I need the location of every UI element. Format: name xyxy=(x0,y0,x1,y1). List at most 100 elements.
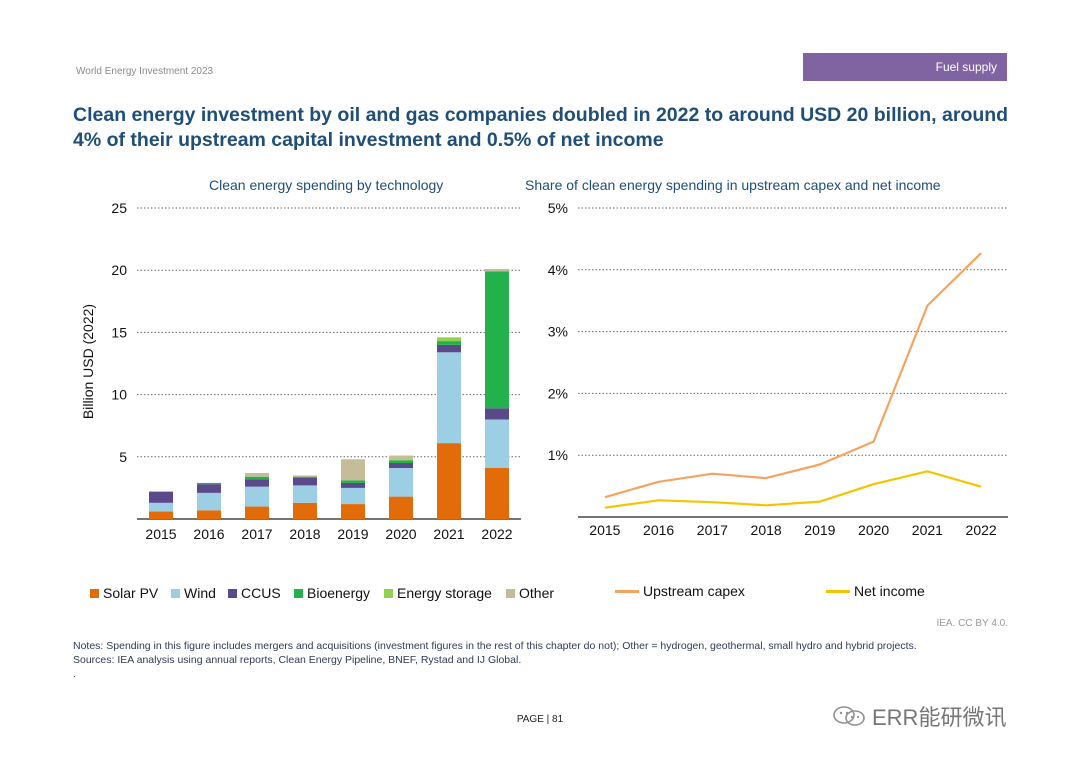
legend-wind-swatch xyxy=(171,588,180,598)
trailing-dot: . xyxy=(73,669,76,680)
bar-x-tick-label: 2020 xyxy=(385,526,416,542)
report-name: World Energy Investment 2023 xyxy=(76,66,214,77)
legend-bioenergy-label: Bioenergy xyxy=(307,585,371,601)
legend-income-swatch xyxy=(826,589,850,593)
line-y-tick-label: 4% xyxy=(548,262,568,278)
legend-wind-label: Wind xyxy=(184,585,216,601)
bar-x-tick-label: 2016 xyxy=(193,526,224,542)
bar-y-axis-label: Billion USD (2022) xyxy=(80,304,96,419)
bar-y-tick-label: 5 xyxy=(119,449,127,465)
line-x-tick-label: 2022 xyxy=(966,522,997,538)
notes-block: Notes: Spending in this figure includes … xyxy=(73,639,1033,667)
bar-segment xyxy=(485,419,509,468)
bar-segment xyxy=(485,467,509,519)
bar-x-tick-label: 2018 xyxy=(289,526,320,542)
line-x-tick-label: 2016 xyxy=(643,522,674,538)
sources-text: Sources: IEA analysis using annual repor… xyxy=(73,654,522,666)
line-y-tick-label: 5% xyxy=(548,200,568,216)
figure-title: Clean energy investment by oil and gas c… xyxy=(73,104,1009,151)
bar-x-tick-label: 2017 xyxy=(241,526,272,542)
bar-y-tick-label: 10 xyxy=(111,387,127,403)
legend-other: Other xyxy=(506,585,554,601)
page-number: PAGE | 81 xyxy=(516,714,564,725)
bar-segment xyxy=(197,482,221,485)
bar-x-tick-label: 2019 xyxy=(337,526,368,542)
bar-segment xyxy=(389,460,413,464)
line-x-tick-label: 2015 xyxy=(589,522,620,538)
legend-bioenergy: Bioenergy xyxy=(294,585,370,601)
bar-segment xyxy=(149,511,173,519)
legend-capex-swatch xyxy=(615,589,639,593)
bar-segment xyxy=(341,459,365,481)
bar-segment xyxy=(245,486,269,507)
watermark-text: ERR能研微讯 xyxy=(872,705,1007,730)
bar-segment xyxy=(341,482,365,488)
bar-segment xyxy=(341,480,365,483)
bar-segment xyxy=(245,506,269,519)
legend-bioenergy-swatch xyxy=(294,588,303,598)
notes-text: Notes: Spending in this figure includes … xyxy=(73,640,917,652)
legend-storage-swatch xyxy=(384,588,393,598)
bar-x-tick-label: 2015 xyxy=(145,526,176,542)
line-x-tick-label: 2021 xyxy=(912,522,943,538)
bar-segment xyxy=(485,271,509,409)
line-x-tick-label: 2018 xyxy=(751,522,782,538)
bar-segment xyxy=(437,352,461,444)
bar-segment xyxy=(341,504,365,519)
section-tag: Fuel supply xyxy=(803,53,1007,81)
legend-other-swatch xyxy=(506,588,515,598)
line-y-tick-label: 2% xyxy=(548,385,568,401)
bar-segment xyxy=(389,463,413,468)
bar-y-tick-label: 25 xyxy=(111,200,127,216)
line-y-tick-label: 3% xyxy=(548,324,568,340)
bar-segment xyxy=(389,455,413,460)
legend-income: Net income xyxy=(826,583,925,599)
legend-ccus-swatch xyxy=(228,588,237,598)
legend-solar-label: Solar PV xyxy=(103,585,159,601)
income-line xyxy=(604,470,982,509)
bar-x-tick-label: 2021 xyxy=(433,526,464,542)
line-chart-subtitle: Share of clean energy spending in upstre… xyxy=(525,177,941,193)
legend-solar: Solar PV xyxy=(90,585,158,601)
bar-x-tick-label: 2022 xyxy=(481,526,512,542)
legend-storage: Energy storage xyxy=(384,585,492,601)
legend-wind: Wind xyxy=(171,585,216,601)
bar-y-tick-label: 20 xyxy=(111,262,127,278)
bar-segment xyxy=(293,502,317,519)
bar-segment xyxy=(389,496,413,519)
bar-segment xyxy=(149,502,173,512)
bar-segment xyxy=(293,485,317,503)
bar-segment xyxy=(389,459,413,461)
line-x-tick-label: 2019 xyxy=(804,522,835,538)
bar-segment xyxy=(293,476,317,478)
capex-line xyxy=(604,252,982,499)
legend-ccus-label: CCUS xyxy=(241,585,281,601)
legend-storage-label: Energy storage xyxy=(397,585,492,601)
section-tag-label: Fuel supply xyxy=(935,60,997,74)
bar-segment xyxy=(197,492,221,511)
bar-segment xyxy=(437,337,461,342)
bar-segment xyxy=(389,467,413,497)
bar-segment xyxy=(437,443,461,519)
bar-segment xyxy=(341,487,365,505)
bar-segment xyxy=(437,341,461,345)
line-x-tick-label: 2017 xyxy=(697,522,728,538)
legend-capex: Upstream capex xyxy=(615,583,745,599)
watermark: ERR能研微讯 xyxy=(832,700,1006,732)
bar-y-tick-label: 15 xyxy=(111,324,127,340)
bar-segment xyxy=(485,268,509,272)
credit-text: IEA. CC BY 4.0. xyxy=(936,618,1008,629)
legend-income-label: Net income xyxy=(854,583,925,599)
line-y-tick-label: 1% xyxy=(548,447,568,463)
bar-segment xyxy=(245,472,269,477)
wechat-icon xyxy=(833,706,865,726)
bar-segment xyxy=(245,479,269,487)
bar-segment xyxy=(485,408,509,420)
bar-segment xyxy=(437,344,461,353)
line-x-tick-label: 2020 xyxy=(858,522,889,538)
legend-other-label: Other xyxy=(519,585,555,601)
bar-segment xyxy=(149,491,173,503)
bar-chart-subtitle: Clean energy spending by technology xyxy=(209,177,444,193)
bar-segment xyxy=(245,476,269,480)
